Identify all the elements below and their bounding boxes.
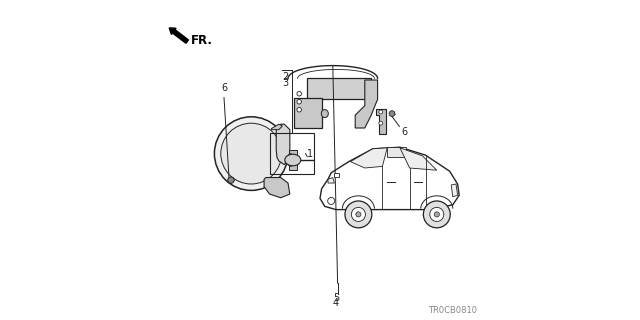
Polygon shape — [276, 124, 290, 164]
Bar — [294, 98, 321, 128]
Polygon shape — [400, 148, 437, 170]
Ellipse shape — [287, 154, 294, 166]
Bar — [269, 133, 314, 174]
FancyArrow shape — [169, 28, 188, 43]
Circle shape — [356, 212, 361, 217]
Circle shape — [430, 207, 444, 221]
Polygon shape — [271, 124, 282, 130]
Polygon shape — [451, 184, 458, 197]
Circle shape — [379, 110, 383, 114]
Circle shape — [221, 123, 282, 184]
Text: 2: 2 — [282, 72, 289, 82]
Polygon shape — [376, 109, 385, 134]
Polygon shape — [320, 147, 460, 210]
Ellipse shape — [321, 109, 328, 118]
Circle shape — [297, 92, 301, 96]
Circle shape — [351, 207, 365, 221]
Circle shape — [297, 108, 301, 112]
Text: FR.: FR. — [191, 34, 212, 46]
Polygon shape — [351, 148, 387, 168]
Polygon shape — [328, 178, 334, 183]
Circle shape — [328, 197, 335, 204]
Bar — [307, 78, 371, 99]
Circle shape — [345, 201, 372, 228]
Circle shape — [297, 100, 301, 104]
Ellipse shape — [285, 154, 301, 166]
Polygon shape — [334, 173, 339, 177]
Circle shape — [379, 121, 383, 125]
Text: 4: 4 — [333, 298, 339, 308]
Polygon shape — [355, 80, 378, 128]
Circle shape — [214, 117, 288, 190]
Circle shape — [389, 111, 395, 116]
Text: 3: 3 — [282, 78, 289, 88]
Bar — [289, 150, 297, 170]
Circle shape — [228, 177, 234, 183]
Text: 1: 1 — [307, 148, 313, 159]
Text: 5: 5 — [333, 293, 339, 303]
Text: 6: 6 — [221, 83, 227, 93]
Text: 6: 6 — [402, 127, 408, 137]
Circle shape — [435, 212, 440, 217]
Polygon shape — [264, 178, 290, 198]
Text: TR0CB0810: TR0CB0810 — [428, 306, 477, 315]
Circle shape — [424, 201, 451, 228]
Bar — [387, 147, 406, 157]
